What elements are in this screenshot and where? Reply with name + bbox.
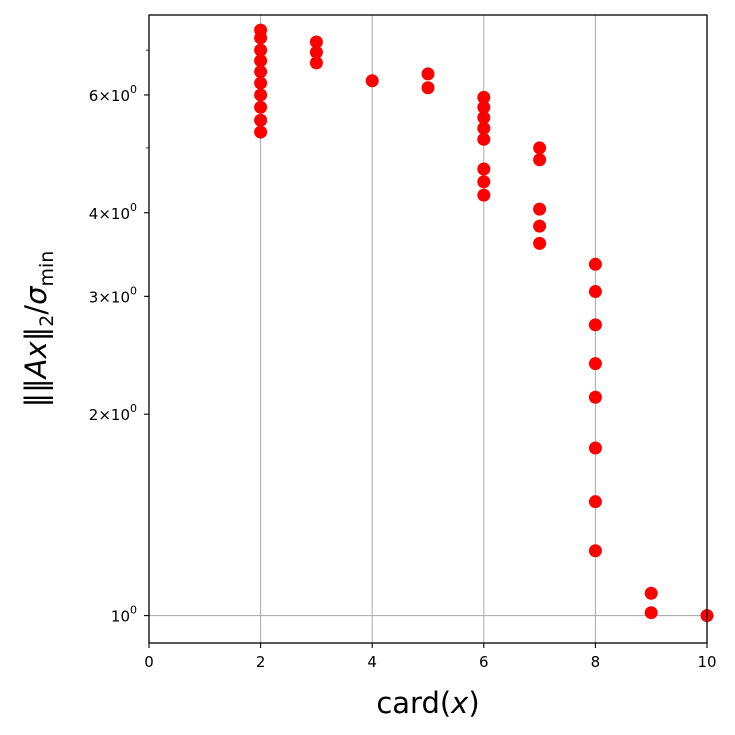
y-tick-label: 4×100 <box>89 201 137 223</box>
y-axis-label-part: ‖ <box>19 327 53 342</box>
data-point <box>254 113 268 127</box>
plot-frame <box>148 14 708 644</box>
y-axis-label-part: min <box>36 251 58 287</box>
y-tick-times: × <box>98 406 111 424</box>
data-point <box>254 100 268 114</box>
y-axis-label: ‖‖Ax‖2/σmin <box>19 251 58 408</box>
data-point <box>477 90 491 104</box>
data-points <box>254 23 714 623</box>
data-point <box>254 125 268 139</box>
y-tick-exponent: 0 <box>130 83 137 96</box>
y-axis-label-part: ‖‖ <box>19 378 53 407</box>
data-point <box>588 318 602 332</box>
y-tick-mantissa: 4 <box>89 205 99 223</box>
y-tick-times: × <box>98 288 111 306</box>
data-point <box>588 357 602 371</box>
grid <box>149 15 707 643</box>
x-tick-label: 4 <box>367 653 377 671</box>
data-point <box>421 67 435 81</box>
y-tick-mantissa: 3 <box>89 288 99 306</box>
y-tick-label: 2×100 <box>89 402 137 424</box>
y-tick-exponent: 0 <box>130 604 137 617</box>
data-point <box>254 54 268 68</box>
data-point <box>477 175 491 189</box>
y-tick-times: × <box>98 205 111 223</box>
data-point <box>533 236 547 250</box>
data-point <box>309 35 323 49</box>
x-tick-label: 10 <box>697 653 716 671</box>
data-point <box>588 495 602 509</box>
data-point <box>588 285 602 299</box>
x-tick-label: 8 <box>591 653 601 671</box>
data-point <box>477 111 491 125</box>
y-tick-base: 10 <box>111 608 130 626</box>
y-tick-exponent: 0 <box>130 402 137 415</box>
x-tick-label: 2 <box>256 653 266 671</box>
data-point <box>477 188 491 202</box>
y-axis-label-part: / <box>19 305 53 315</box>
data-point <box>421 81 435 95</box>
data-point <box>477 100 491 114</box>
y-tick-times: × <box>98 87 111 105</box>
x-axis-label-text: ) <box>468 686 479 720</box>
data-point <box>309 56 323 70</box>
x-tick-label: 0 <box>144 653 154 671</box>
data-point <box>477 162 491 176</box>
data-point <box>254 65 268 79</box>
y-tick-mantissa: 2 <box>89 406 99 424</box>
y-tick-base: 10 <box>111 205 130 223</box>
y-tick-base: 10 <box>111 288 130 306</box>
data-point <box>365 74 379 88</box>
data-point <box>644 606 658 620</box>
y-axis-label-part: 2 <box>36 315 58 327</box>
data-point <box>588 390 602 404</box>
data-point <box>254 88 268 102</box>
data-point <box>588 441 602 455</box>
data-point <box>533 219 547 233</box>
x-axis-label-text: card( <box>376 686 451 720</box>
x-axis-label: card(x) <box>376 686 479 720</box>
y-tick-label: 6×100 <box>89 83 137 105</box>
y-tick-exponent: 0 <box>130 284 137 297</box>
data-point <box>533 153 547 167</box>
data-point <box>644 586 658 600</box>
x-tick-label: 6 <box>479 653 489 671</box>
y-tick-exponent: 0 <box>130 201 137 214</box>
y-tick-mantissa: 6 <box>89 87 99 105</box>
data-point <box>588 257 602 271</box>
y-tick-label: 3×100 <box>89 284 137 306</box>
y-tick-base: 10 <box>111 406 130 424</box>
y-axis-label-part: σ <box>19 285 53 305</box>
data-point <box>309 45 323 59</box>
data-point <box>254 76 268 90</box>
data-point <box>533 202 547 216</box>
x-axis-label-var: x <box>450 686 469 720</box>
y-tick-label: 100 <box>111 604 137 626</box>
y-axis-label-part: Ax <box>19 340 53 380</box>
data-point <box>477 132 491 146</box>
data-point <box>588 544 602 558</box>
data-point <box>533 141 547 155</box>
data-point <box>477 121 491 135</box>
data-point <box>254 31 268 45</box>
y-tick-base: 10 <box>111 87 130 105</box>
data-point <box>254 43 268 57</box>
